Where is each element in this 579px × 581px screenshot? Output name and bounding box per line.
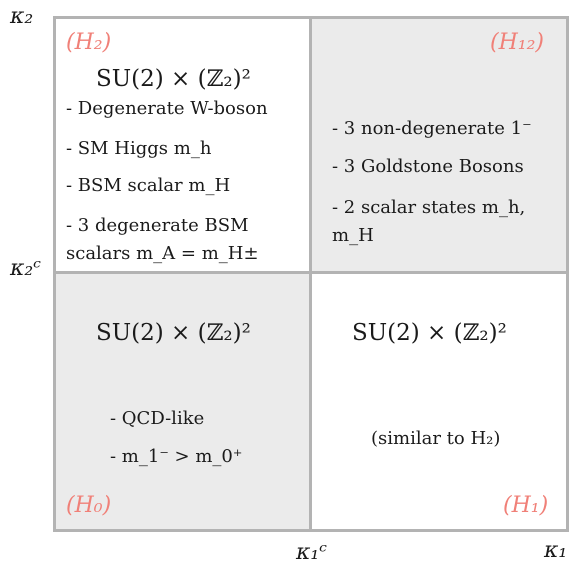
h2-item-4: - 3 degenerate BSM scalars m_A = m_H± xyxy=(66,212,300,268)
phase-label-h1: (H₁) xyxy=(503,493,548,518)
x-critical-label: κ₁ᶜ xyxy=(296,540,327,565)
symmetry-group-h2: SU(2) × (ℤ₂)² xyxy=(96,66,251,92)
symmetry-group-h1: SU(2) × (ℤ₂)² xyxy=(352,320,507,346)
h12-item-1-text: - 3 non-degenerate 1⁻ xyxy=(332,118,532,139)
quadrant-h12-background xyxy=(311,18,567,272)
phase-label-h12: (H₁₂) xyxy=(490,30,544,55)
h1-note-text: (similar to H₂) xyxy=(371,428,501,449)
h12-item-3: - 2 scalar states m_h, m_H xyxy=(332,194,532,250)
y-critical-label-text: κ₂ᶜ xyxy=(10,256,42,281)
phase-label-h0-text: (H₀) xyxy=(66,493,112,518)
h12-item-2: - 3 Goldstone Bosons xyxy=(332,156,524,177)
y-axis-label-text: κ₂ xyxy=(10,4,34,29)
symmetry-group-h0-text: SU(2) × (ℤ₂)² xyxy=(96,320,251,346)
h2-item-3: - BSM scalar m_H xyxy=(66,175,230,196)
h0-item-1-text: - QCD-like xyxy=(110,408,205,429)
h0-item-2-text: - m_1⁻ > m_0⁺ xyxy=(110,446,243,467)
h12-item-1: - 3 non-degenerate 1⁻ xyxy=(332,118,532,139)
phase-label-h12-text: (H₁₂) xyxy=(490,30,544,55)
h0-item-2: - m_1⁻ > m_0⁺ xyxy=(110,446,242,467)
x-critical-label-text: κ₁ᶜ xyxy=(296,540,328,565)
h2-item-1: - Degenerate W-boson xyxy=(66,98,268,119)
symmetry-group-h0: SU(2) × (ℤ₂)² xyxy=(96,320,251,346)
symmetry-group-h2-text: SU(2) × (ℤ₂)² xyxy=(96,66,251,92)
x-axis-label: κ₁ xyxy=(544,538,567,563)
y-axis-label: κ₂ xyxy=(10,4,33,29)
symmetry-group-h1-text: SU(2) × (ℤ₂)² xyxy=(352,320,507,346)
h2-item-2-text: - SM Higgs m_h xyxy=(66,138,212,159)
phase-label-h0: (H₀) xyxy=(66,493,111,518)
phase-label-h1-text: (H₁) xyxy=(503,493,549,518)
y-critical-label: κ₂ᶜ xyxy=(10,256,41,281)
kappa2-critical-divider xyxy=(53,271,569,274)
kappa1-critical-divider xyxy=(309,16,312,532)
h2-item-1-text: - Degenerate W-boson xyxy=(66,98,268,119)
quadrant-h0-background xyxy=(55,273,310,530)
h12-item-2-text: - 3 Goldstone Bosons xyxy=(332,156,524,177)
h12-item-3-text: - 2 scalar states m_h, m_H xyxy=(332,197,526,246)
phase-label-h2-text: (H₂) xyxy=(66,30,112,55)
h2-item-3-text: - BSM scalar m_H xyxy=(66,175,231,196)
phase-label-h2: (H₂) xyxy=(66,30,111,55)
h0-item-1: - QCD-like xyxy=(110,408,204,429)
h2-item-4-text: - 3 degenerate BSM scalars m_A = m_H± xyxy=(66,215,259,264)
h2-item-2: - SM Higgs m_h xyxy=(66,138,211,159)
h1-note: (similar to H₂) xyxy=(371,428,500,449)
x-axis-label-text: κ₁ xyxy=(544,538,568,563)
